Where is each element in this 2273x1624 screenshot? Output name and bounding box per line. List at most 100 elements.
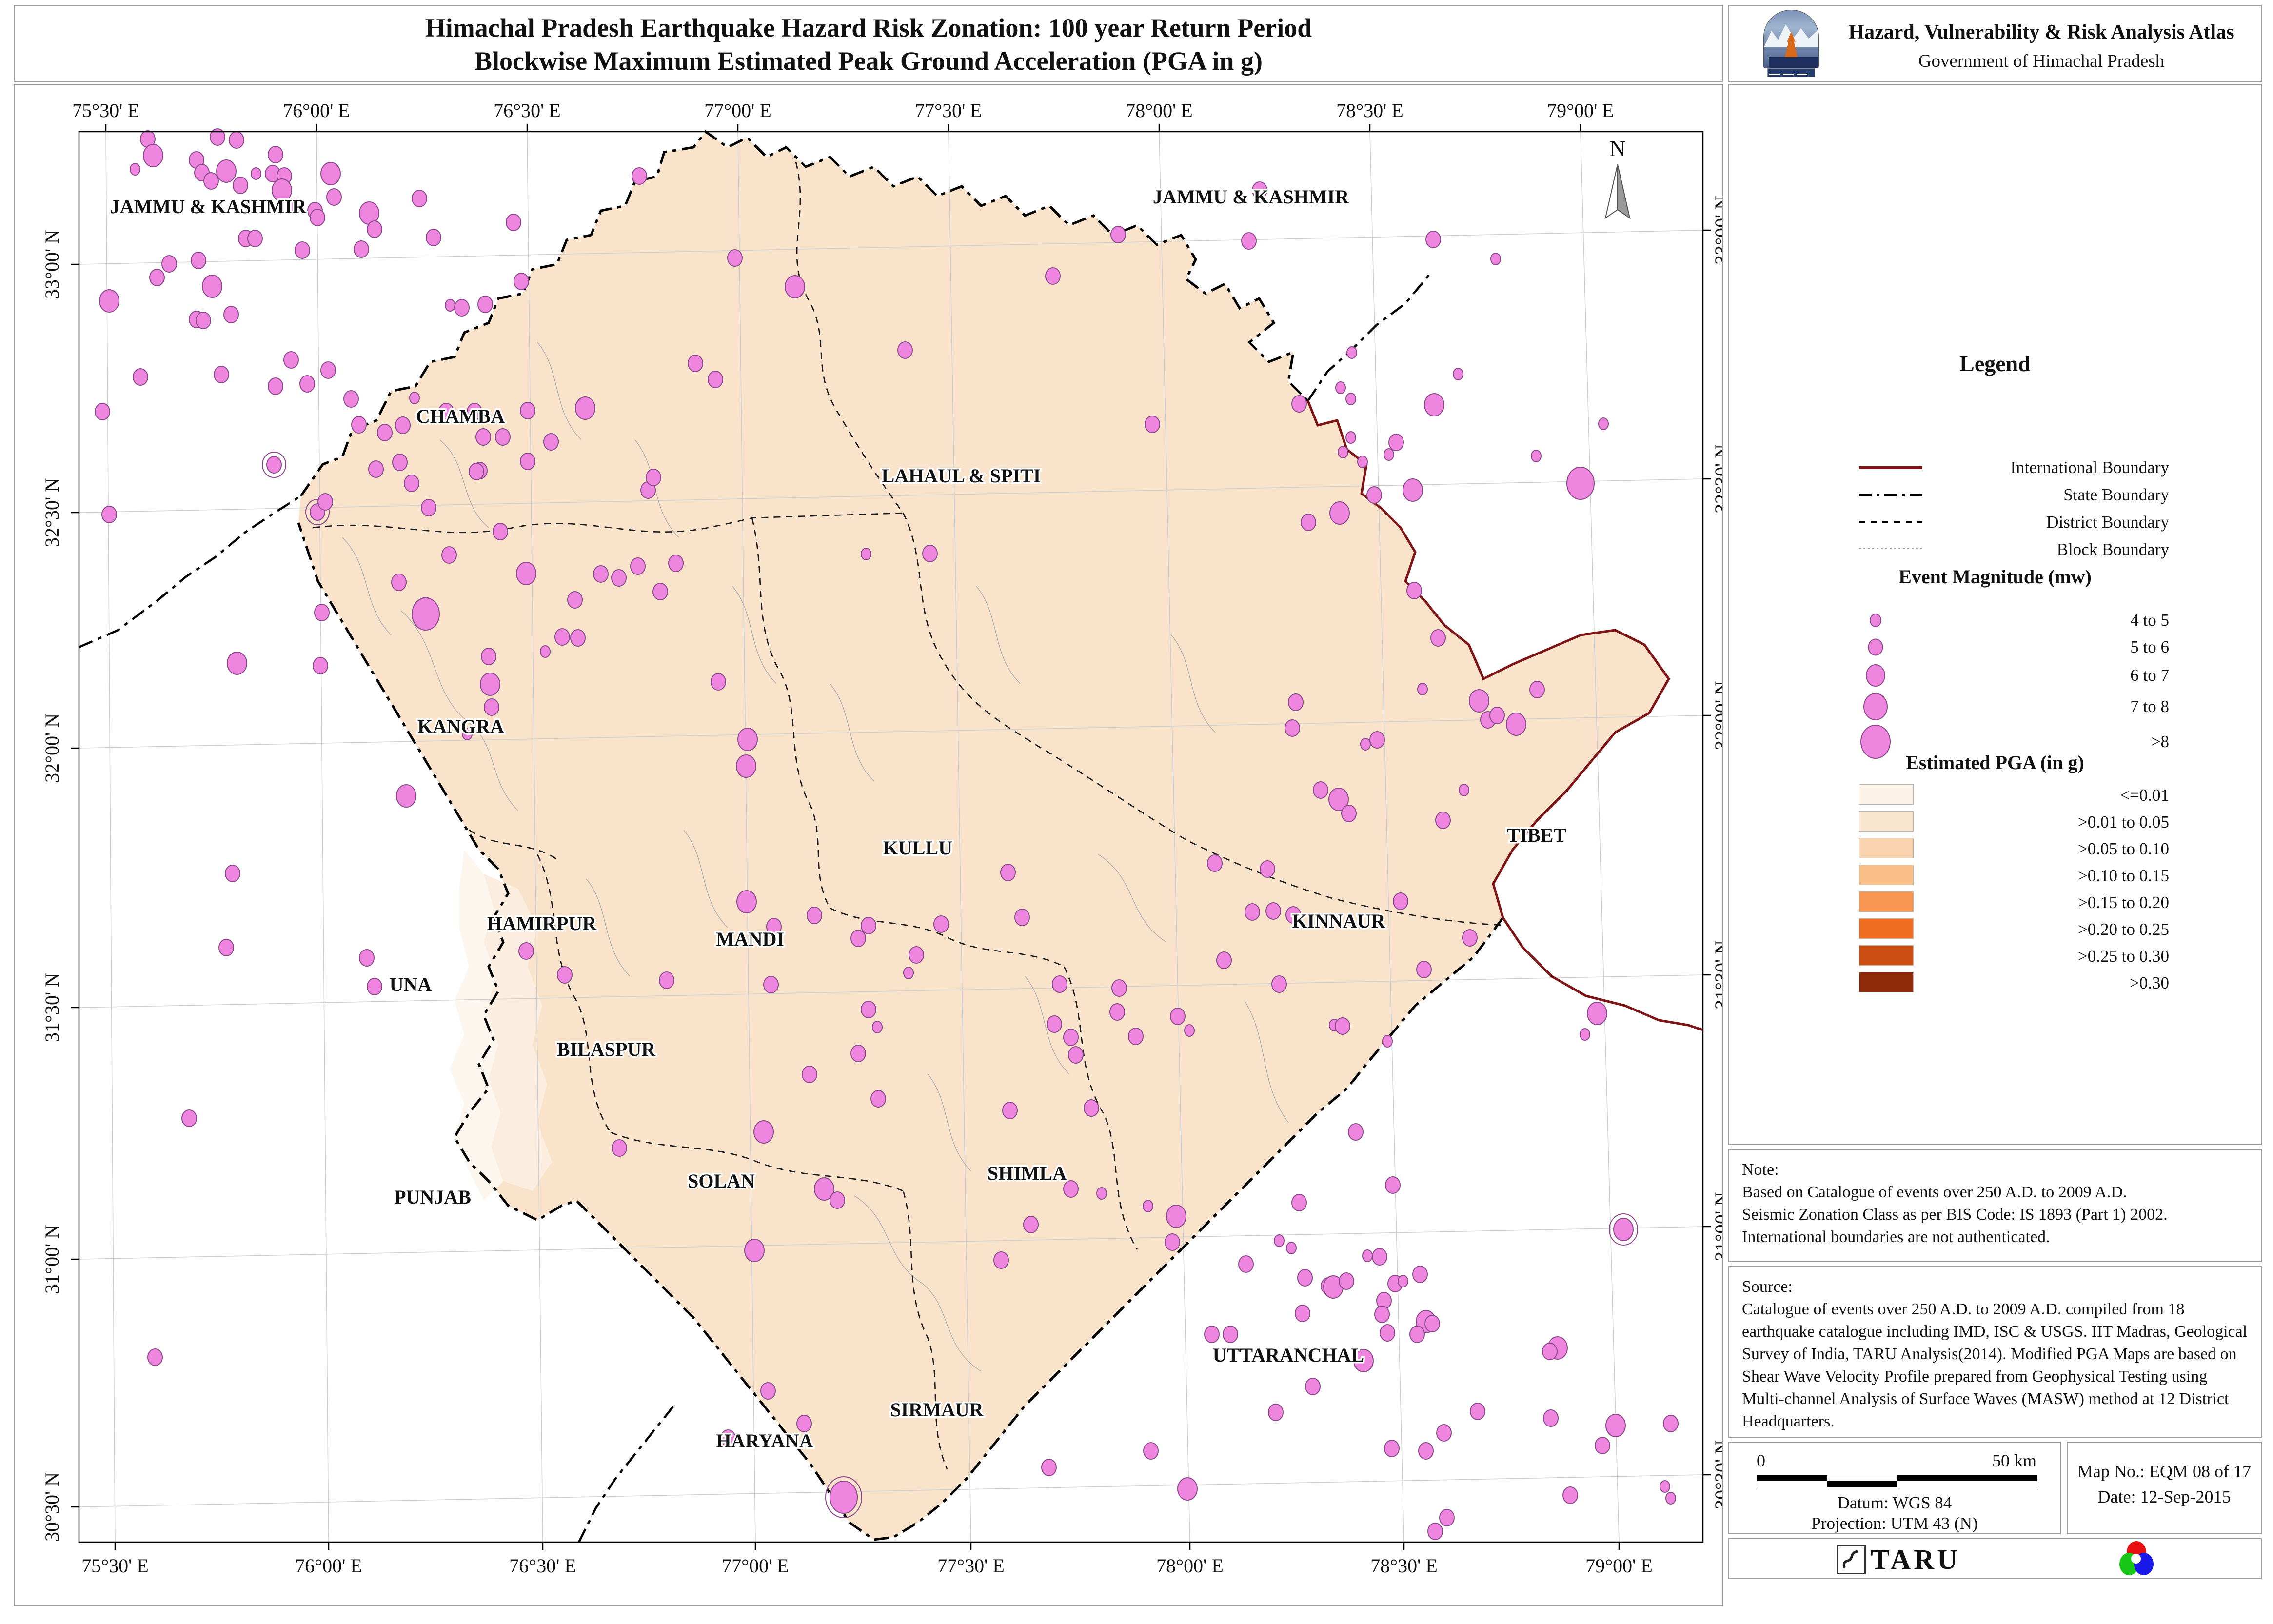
event-dot <box>233 177 248 194</box>
district-label: BILASPUR <box>557 1038 656 1060</box>
legend-pga-row: >0.25 to 0.30 <box>1729 944 2261 969</box>
legend-magnitude-label: >8 <box>2151 732 2169 751</box>
block-boundary <box>732 586 777 684</box>
event-dot <box>736 890 757 913</box>
event-dot <box>850 1045 866 1062</box>
longitude-label-top: 78°00' E <box>1126 99 1193 121</box>
legend-pga-label: >0.10 to 0.15 <box>2078 866 2169 885</box>
event-dot <box>480 673 500 696</box>
legend-pga-label: >0.20 to 0.25 <box>2078 920 2169 939</box>
datum-label: Datum: WGS 84 <box>1837 1493 1952 1512</box>
map-title-line2: Blockwise Maximum Estimated Peak Ground … <box>474 46 1263 76</box>
event-dot <box>1260 860 1275 878</box>
event-dot <box>1665 1492 1676 1505</box>
event-dot <box>1271 975 1287 993</box>
district-label: MANDI <box>716 928 784 950</box>
event-dot <box>1339 1272 1354 1290</box>
event-dot <box>1143 1442 1159 1460</box>
emblem-caption-band <box>1767 68 1815 77</box>
legend-pga-row: >0.05 to 0.10 <box>1729 837 2261 861</box>
event-dot <box>484 698 499 716</box>
event-dot <box>506 214 521 231</box>
event-dot <box>1369 731 1385 749</box>
event-dot <box>95 403 110 420</box>
legend-magnitude-row: 4 to 5 <box>1729 608 2261 633</box>
event-dot <box>1613 1218 1634 1241</box>
event-dot <box>1000 864 1016 881</box>
event-dot <box>1238 1255 1254 1273</box>
event-dot <box>1412 1266 1428 1283</box>
event-dot-ring <box>305 499 330 525</box>
event-dot <box>1660 1480 1670 1493</box>
event-dot <box>1111 979 1127 997</box>
event-dot <box>1543 1409 1559 1427</box>
event-dot <box>1348 1123 1364 1141</box>
block-boundary <box>400 610 518 811</box>
event-dot <box>272 178 292 202</box>
pga-color-swatch <box>1859 811 1914 832</box>
event-dot <box>1338 446 1348 458</box>
event-dot <box>1143 1200 1153 1212</box>
event-dot <box>727 249 743 267</box>
event-dot <box>766 918 782 935</box>
event-dot <box>1490 253 1501 265</box>
latitude-label-right: 32°00' N <box>1711 681 1722 750</box>
map-date: Date: 12-Sep-2015 <box>2097 1487 2231 1506</box>
event-dot <box>1241 232 1257 250</box>
note-lines: Based on Catalogue of events over 250 A.… <box>1742 1181 2248 1248</box>
event-dot <box>807 907 822 924</box>
event-dot <box>469 463 484 480</box>
event-dot <box>688 355 703 372</box>
block-boundary <box>976 586 1021 684</box>
event-magnitude-symbol <box>1868 638 1883 656</box>
event-dot <box>922 545 938 562</box>
event-dot <box>247 230 263 247</box>
event-dot <box>288 198 304 215</box>
event-dot <box>396 784 416 808</box>
legend-magnitude-row: 6 to 7 <box>1729 663 2261 688</box>
district-boundary <box>902 1190 948 1469</box>
event-dot <box>1353 1349 1374 1372</box>
event-dot <box>575 396 595 420</box>
event-dot <box>1313 781 1328 799</box>
block-boundary <box>1244 1000 1289 1123</box>
event-dot <box>1393 892 1408 910</box>
event-dot-ring <box>825 1476 862 1518</box>
state-boundary <box>1307 273 1431 402</box>
legend-pga-header: Estimated PGA (in g) <box>1906 752 2084 773</box>
event-dot <box>1424 1315 1440 1332</box>
event-dot <box>426 229 441 246</box>
event-dot <box>861 917 876 934</box>
pga-color-swatch <box>1859 891 1914 912</box>
event-dot <box>313 657 328 674</box>
event-dot <box>412 597 440 631</box>
event-dot <box>1346 346 1357 359</box>
longitude-gridline <box>527 131 543 1543</box>
event-magnitude-symbol <box>1870 614 1881 627</box>
district-label: KANGRA <box>417 715 504 737</box>
longitude-label-top: 75°30' E <box>72 99 139 121</box>
event-dot <box>1329 501 1350 525</box>
event-dot <box>554 628 570 646</box>
event-dot <box>802 1066 817 1083</box>
event-dot <box>1002 1102 1018 1119</box>
legend-magnitude-row: 5 to 6 <box>1729 635 2261 659</box>
longitude-gridline <box>737 131 756 1543</box>
atlas-title: Hazard, Vulnerability & Risk Analysis At… <box>1848 21 2234 43</box>
event-dot <box>543 433 559 451</box>
event-dot <box>326 188 342 206</box>
block-boundary <box>830 683 874 782</box>
event-dot <box>481 648 496 665</box>
event-dot <box>611 569 627 587</box>
event-dot <box>441 546 457 564</box>
event-dot <box>909 946 924 964</box>
event-dot <box>1295 1305 1310 1322</box>
event-dot <box>149 269 165 286</box>
event-dot <box>1385 1176 1401 1194</box>
event-magnitude-symbol <box>1866 664 1885 687</box>
event-dot <box>1341 805 1357 822</box>
north-label: N <box>1609 136 1625 161</box>
event-dot <box>668 555 684 572</box>
event-dot <box>933 915 949 933</box>
event-dot <box>570 629 586 647</box>
